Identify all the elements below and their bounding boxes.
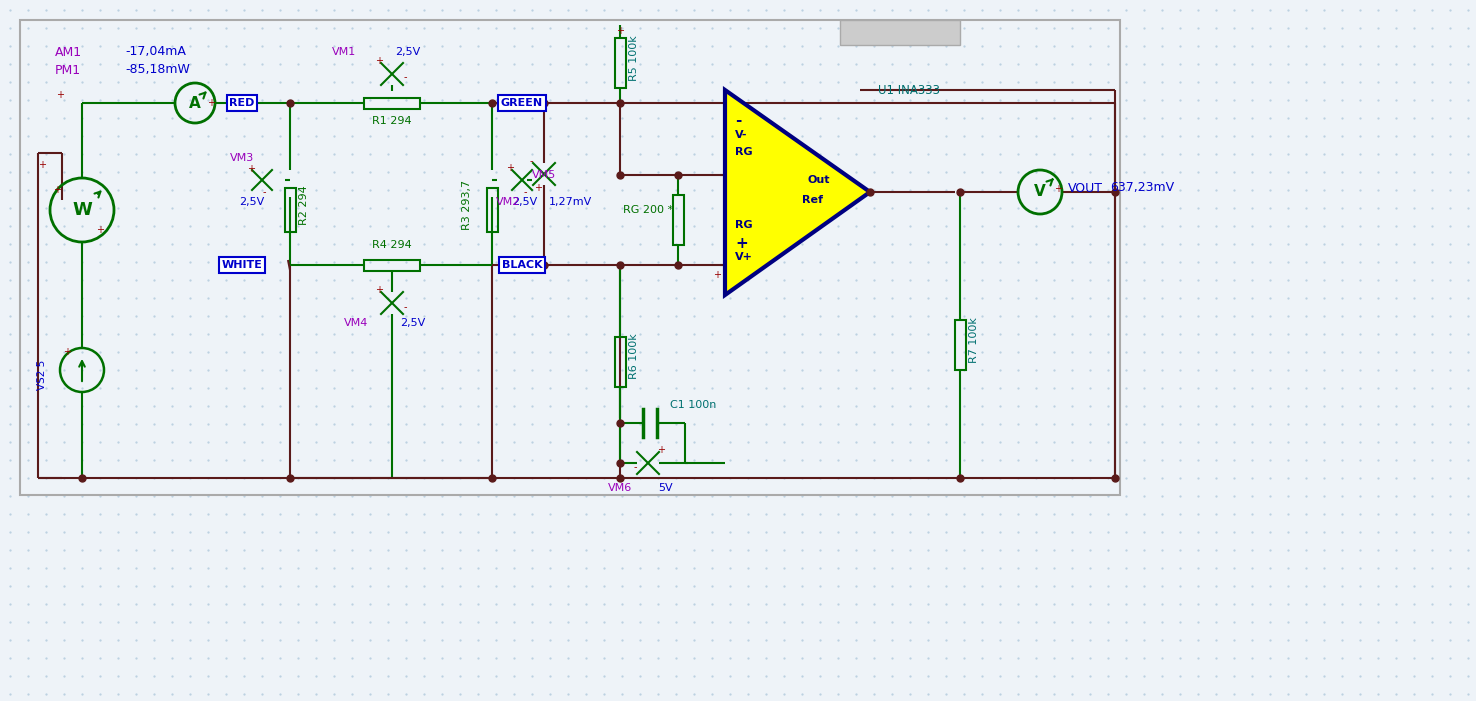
Text: +: + — [1054, 184, 1063, 194]
Bar — [21, 20, 1120, 495]
Text: 2,5V: 2,5V — [400, 318, 425, 328]
Text: +: + — [207, 98, 215, 108]
Bar — [955, 320, 965, 370]
Text: 637,23mV: 637,23mV — [1110, 182, 1173, 194]
Text: AM1: AM1 — [55, 46, 83, 58]
Text: VM2: VM2 — [496, 197, 521, 207]
Bar — [285, 188, 295, 232]
Text: C1 100n: C1 100n — [670, 400, 716, 410]
Text: -85,18mW: -85,18mW — [125, 64, 190, 76]
Text: V: V — [1035, 184, 1046, 200]
Text: R3 293,7: R3 293,7 — [462, 180, 472, 230]
Bar — [614, 38, 626, 88]
Text: +: + — [63, 347, 71, 357]
Text: R5 100k: R5 100k — [629, 35, 639, 81]
Text: WHITE: WHITE — [221, 260, 263, 270]
Text: VM4: VM4 — [344, 318, 369, 328]
Text: RG 200 *: RG 200 * — [623, 205, 673, 215]
Text: +: + — [534, 183, 542, 193]
Text: 2,5V: 2,5V — [396, 47, 421, 57]
Text: +: + — [246, 164, 255, 174]
Text: R4 294: R4 294 — [372, 240, 412, 250]
Text: V+: V+ — [735, 252, 753, 262]
Bar — [487, 188, 497, 232]
Text: -: - — [263, 187, 266, 197]
Text: +: + — [657, 445, 666, 455]
Text: -: - — [735, 112, 741, 128]
Text: -: - — [403, 72, 407, 82]
Text: Out: Out — [807, 175, 830, 185]
Text: -: - — [403, 302, 407, 312]
Text: +: + — [615, 26, 624, 36]
Bar — [365, 97, 421, 109]
Text: 1,27mV: 1,27mV — [549, 197, 592, 207]
Text: R2 294: R2 294 — [300, 185, 308, 225]
Text: R7 100k: R7 100k — [970, 317, 979, 363]
Text: VM1: VM1 — [332, 47, 356, 57]
Text: +: + — [375, 285, 382, 295]
Text: +: + — [38, 160, 46, 170]
Text: +: + — [735, 236, 748, 250]
Text: +: + — [375, 56, 382, 66]
Text: RG: RG — [735, 220, 753, 230]
Bar — [614, 336, 626, 386]
Text: +: + — [96, 225, 103, 235]
Text: RG: RG — [735, 147, 753, 157]
Bar — [840, 20, 959, 45]
Text: R6 100k: R6 100k — [629, 334, 639, 379]
Text: +: + — [506, 163, 514, 173]
Text: +: + — [53, 185, 61, 195]
Text: VOUT: VOUT — [1069, 182, 1103, 194]
Text: Ref: Ref — [801, 195, 824, 205]
Text: VM3: VM3 — [230, 153, 254, 163]
Text: VM6: VM6 — [608, 483, 632, 493]
Text: R1 294: R1 294 — [372, 116, 412, 126]
Text: 2,5V: 2,5V — [239, 197, 264, 207]
Text: 5V: 5V — [658, 483, 673, 493]
Text: W: W — [72, 201, 92, 219]
Text: +: + — [56, 90, 63, 100]
Text: RED: RED — [229, 98, 255, 108]
Text: VS2 5: VS2 5 — [37, 360, 47, 390]
Text: -: - — [524, 187, 527, 197]
Text: U1 INA333: U1 INA333 — [878, 83, 940, 97]
Text: V-: V- — [735, 130, 747, 140]
Text: GREEN: GREEN — [500, 98, 543, 108]
Text: A: A — [189, 95, 201, 111]
Text: -: - — [633, 462, 636, 472]
Bar — [673, 195, 683, 245]
Text: 2,5V: 2,5V — [512, 197, 537, 207]
Text: VM5: VM5 — [531, 170, 556, 180]
Text: -: - — [530, 156, 533, 166]
Text: PM1: PM1 — [55, 64, 81, 76]
Text: +: + — [713, 270, 720, 280]
Bar — [365, 259, 421, 271]
Text: -17,04mA: -17,04mA — [125, 46, 186, 58]
Polygon shape — [725, 90, 869, 295]
Text: BLACK: BLACK — [502, 260, 542, 270]
